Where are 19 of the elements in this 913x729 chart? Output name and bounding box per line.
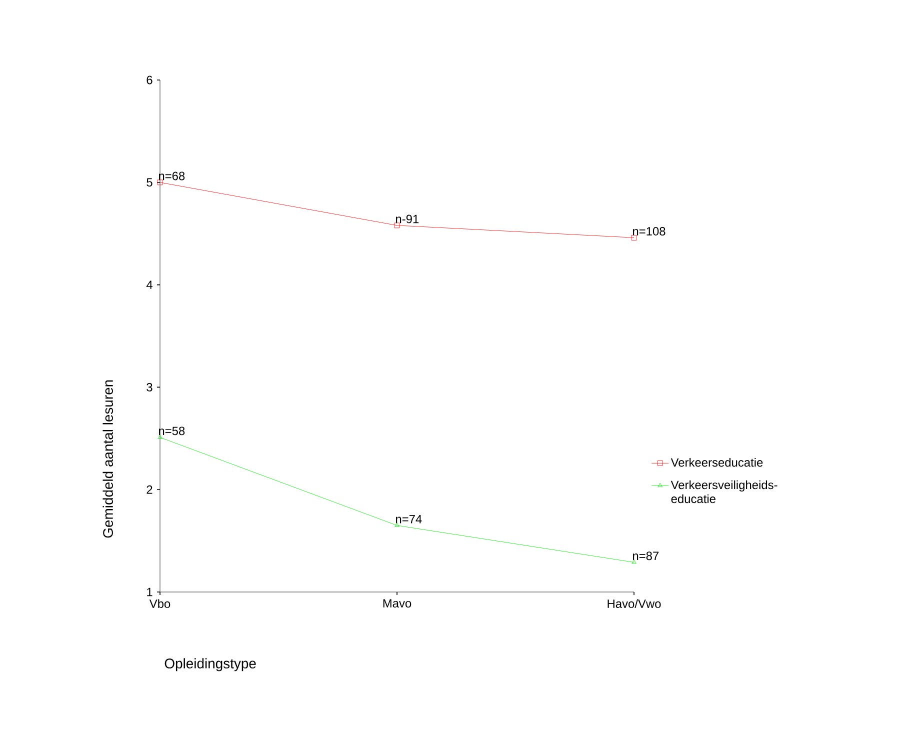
annotation: n=74 — [396, 515, 422, 524]
annotation: n-91 — [396, 214, 419, 224]
x-axis-title: Opleidingstype — [164, 658, 256, 672]
x-tick-label: Vbo — [149, 599, 170, 608]
y-tick-label: 6 — [146, 76, 152, 84]
y-tick-label: 3 — [146, 382, 152, 392]
y-tick-label: 5 — [146, 178, 152, 187]
annotation: n=87 — [633, 552, 659, 560]
x-tick-label: Mavo — [383, 599, 412, 608]
y-axis-title: Gemiddeld aantal lesuren — [102, 380, 113, 538]
annotation: n=58 — [158, 426, 185, 436]
y-tick-label: 2 — [146, 485, 152, 494]
annotation: n=68 — [158, 172, 185, 180]
y-tick-label: 4 — [146, 280, 152, 289]
annotation: n=108 — [633, 227, 666, 236]
x-tick-label: Havo/Vwo — [608, 599, 661, 608]
legend-label: Verkeerseducatie — [670, 458, 763, 467]
legend-label: Verkeersveiligheids-educatie — [670, 480, 778, 504]
y-tick-label: 1 — [147, 588, 152, 596]
